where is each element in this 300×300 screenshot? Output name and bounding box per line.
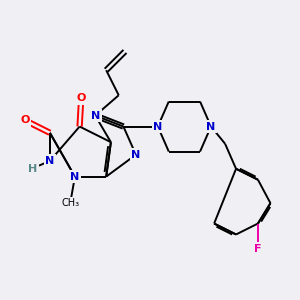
Text: N: N (153, 122, 162, 131)
Text: F: F (254, 244, 262, 254)
Text: N: N (70, 172, 80, 182)
Text: N: N (131, 150, 140, 160)
Text: N: N (91, 111, 100, 121)
Text: N: N (206, 122, 216, 131)
Text: CH₃: CH₃ (61, 198, 79, 208)
Text: N: N (45, 156, 55, 166)
Text: N: N (70, 172, 80, 182)
Text: O: O (20, 115, 29, 125)
Text: O: O (76, 93, 86, 103)
Text: H: H (28, 164, 37, 174)
